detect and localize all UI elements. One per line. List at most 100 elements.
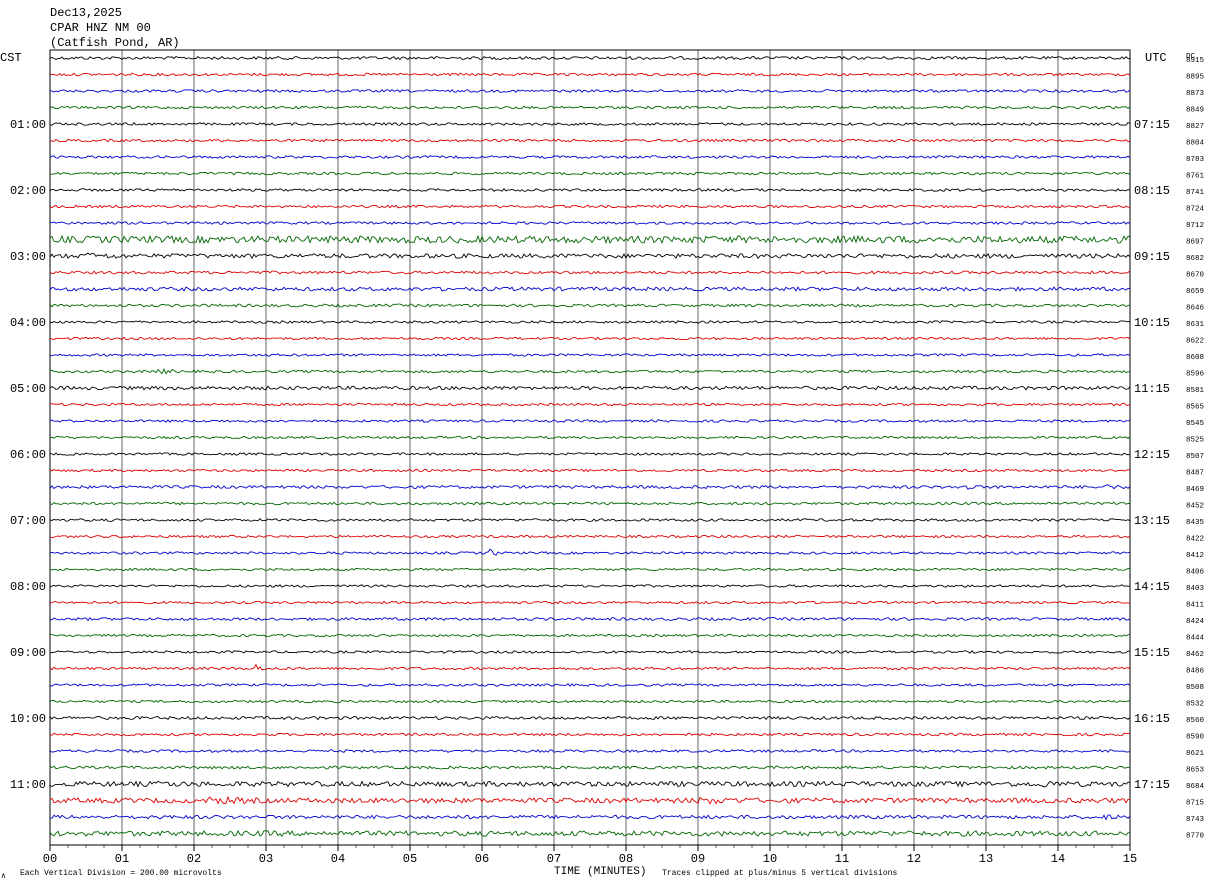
trace-row bbox=[49, 204, 1130, 209]
utc-hour-label: 12:15 bbox=[1134, 448, 1170, 462]
trace-row bbox=[49, 367, 1131, 375]
trace-row bbox=[49, 320, 1131, 324]
trace-row bbox=[49, 663, 1131, 671]
dc-offset: 8596 bbox=[1186, 371, 1205, 379]
dc-offset: 8462 bbox=[1186, 651, 1204, 659]
dc-offset: 8849 bbox=[1186, 107, 1204, 115]
dc-offset: 8670 bbox=[1186, 272, 1205, 280]
dc-offset: 8895 bbox=[1186, 74, 1205, 82]
cst-hour-label: 05:00 bbox=[10, 382, 46, 396]
corner-mark: ∧ bbox=[1, 872, 6, 881]
dc-offset: 8403 bbox=[1186, 585, 1205, 593]
x-tick-label: 05 bbox=[403, 852, 417, 866]
dc-offset: 8411 bbox=[1186, 602, 1205, 610]
trace-row bbox=[49, 780, 1131, 788]
dc-offset: 8659 bbox=[1186, 288, 1204, 296]
dc-offset: 8684 bbox=[1186, 783, 1205, 791]
right-hour-labels: 07:15 08:15 09:15 10:15 11:15 12:15 13:15 14:15… bbox=[1134, 118, 1170, 792]
utc-hour-label: 07:15 bbox=[1134, 118, 1170, 132]
trace-row bbox=[49, 548, 1131, 556]
dc-offset: 8435 bbox=[1186, 519, 1205, 527]
x-tick-label: 03 bbox=[259, 852, 273, 866]
dc-offset: 8724 bbox=[1186, 206, 1205, 214]
plot-frame bbox=[49, 49, 1131, 846]
trace-row bbox=[49, 155, 1131, 159]
header-location: (Catfish Pond, AR) bbox=[50, 36, 180, 50]
x-axis-title: TIME (MINUTES) bbox=[554, 866, 646, 878]
cst-hour-label: 06:00 bbox=[10, 448, 46, 462]
dc-offset: 8622 bbox=[1186, 338, 1204, 346]
header-date: Dec13,2025 bbox=[50, 6, 122, 20]
dc-offset: 8827 bbox=[1186, 123, 1204, 131]
utc-hour-label: 11:15 bbox=[1134, 382, 1170, 396]
x-tick-label: 08 bbox=[619, 852, 633, 866]
x-tick-label: 04 bbox=[331, 852, 345, 866]
trace-row bbox=[49, 221, 1131, 225]
utc-hour-label: 17:15 bbox=[1134, 778, 1170, 792]
trace-row bbox=[49, 385, 1131, 391]
dc-offset: 8873 bbox=[1186, 90, 1205, 98]
x-tick-label: 12 bbox=[907, 852, 921, 866]
trace-row bbox=[49, 795, 1131, 805]
dc-offset: 8653 bbox=[1186, 767, 1205, 775]
dc-offset: 8915 bbox=[1186, 57, 1205, 65]
utc-hour-label: 16:15 bbox=[1134, 712, 1170, 726]
dc-offset: 8712 bbox=[1186, 222, 1204, 230]
trace-row bbox=[49, 683, 1131, 687]
x-tick-label: 10 bbox=[763, 852, 777, 866]
trace-row bbox=[49, 171, 1131, 176]
trace-row bbox=[49, 105, 1131, 110]
trace-row bbox=[49, 484, 1131, 490]
footer-scale-note: Each Vertical Division = 200.00 microvol… bbox=[20, 869, 222, 878]
trace-row bbox=[49, 72, 1131, 77]
dc-offset: 8621 bbox=[1186, 750, 1205, 758]
trace-row bbox=[49, 468, 1131, 473]
trace-row bbox=[49, 584, 1131, 588]
dc-offset: 8422 bbox=[1186, 536, 1204, 544]
dc-offset: 8560 bbox=[1186, 717, 1205, 725]
footer-clip-note: Traces clipped at plus/minus 5 vertical … bbox=[662, 869, 897, 878]
vertical-gridlines bbox=[121, 50, 1059, 845]
cst-hour-label: 01:00 bbox=[10, 118, 46, 132]
x-tick-label: 15 bbox=[1123, 852, 1137, 866]
utc-hour-label: 08:15 bbox=[1134, 184, 1170, 198]
trace-row bbox=[49, 534, 1131, 539]
trace-row bbox=[49, 286, 1131, 292]
header-station: CPAR HNZ NM 00 bbox=[50, 21, 151, 35]
utc-hour-label: 13:15 bbox=[1134, 514, 1170, 528]
dc-offset: 8545 bbox=[1186, 420, 1205, 428]
traces bbox=[49, 55, 1131, 837]
trace-row bbox=[49, 188, 1131, 192]
dc-offset: 8783 bbox=[1186, 156, 1205, 164]
trace-row bbox=[49, 699, 1130, 704]
dc-offset: 8487 bbox=[1186, 470, 1204, 478]
dc-offset: 8525 bbox=[1186, 437, 1205, 445]
trace-row bbox=[49, 89, 1131, 93]
utc-hour-label: 15:15 bbox=[1134, 646, 1170, 660]
x-tick-label: 06 bbox=[475, 852, 489, 866]
trace-row bbox=[49, 252, 1131, 260]
x-axis-ticks: 00 01 02 03 04 05 06 07 08 09 10 11 12 13 14 15 bbox=[43, 845, 1137, 866]
cst-hour-label: 02:00 bbox=[10, 184, 46, 198]
trace-row bbox=[49, 234, 1131, 245]
dc-offset: 8581 bbox=[1186, 387, 1205, 395]
dc-offset: 8646 bbox=[1186, 305, 1205, 313]
trace-row bbox=[49, 600, 1131, 605]
utc-hour-label: 10:15 bbox=[1134, 316, 1170, 330]
dc-offset: 8590 bbox=[1186, 734, 1205, 742]
dc-offset: 8424 bbox=[1186, 618, 1205, 626]
trace-row bbox=[49, 749, 1131, 753]
x-tick-label: 02 bbox=[187, 852, 201, 866]
dc-offset: 8715 bbox=[1186, 800, 1205, 808]
dc-offset: 8444 bbox=[1186, 635, 1205, 643]
utc-hour-label: 09:15 bbox=[1134, 250, 1170, 264]
dc-offset: 8697 bbox=[1186, 239, 1204, 247]
right-axis-label: UTC bbox=[1145, 51, 1167, 65]
trace-row bbox=[49, 122, 1131, 127]
trace-row bbox=[49, 830, 1131, 837]
dc-offset: 8412 bbox=[1186, 552, 1204, 560]
trace-row bbox=[49, 138, 1131, 143]
trace-row bbox=[49, 303, 1131, 308]
trace-row bbox=[49, 402, 1131, 407]
